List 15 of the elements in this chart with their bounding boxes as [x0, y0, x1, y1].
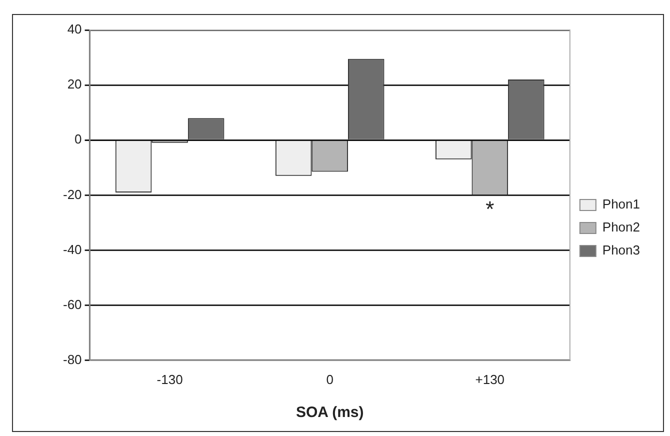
annotation: *: [486, 196, 495, 222]
legend-label: Phon3: [602, 242, 640, 258]
x-tick-label: 0: [326, 372, 334, 387]
legend-label: Phon1: [602, 196, 640, 212]
y-tick-label: -80: [62, 352, 82, 367]
x-tick-label: +130: [475, 372, 505, 387]
y-tick-label: -20: [62, 186, 82, 202]
y-tick-label: -40: [62, 242, 82, 257]
legend-label: Phon2: [602, 220, 640, 235]
y-tick-label: 40: [67, 22, 82, 37]
y-tick-label: 20: [67, 76, 82, 92]
y-tick-label: 0: [74, 132, 82, 147]
y-tick-label: -60: [62, 296, 82, 312]
x-axis-title: SOA (ms): [296, 404, 364, 422]
x-tick-label: -130: [156, 372, 183, 387]
